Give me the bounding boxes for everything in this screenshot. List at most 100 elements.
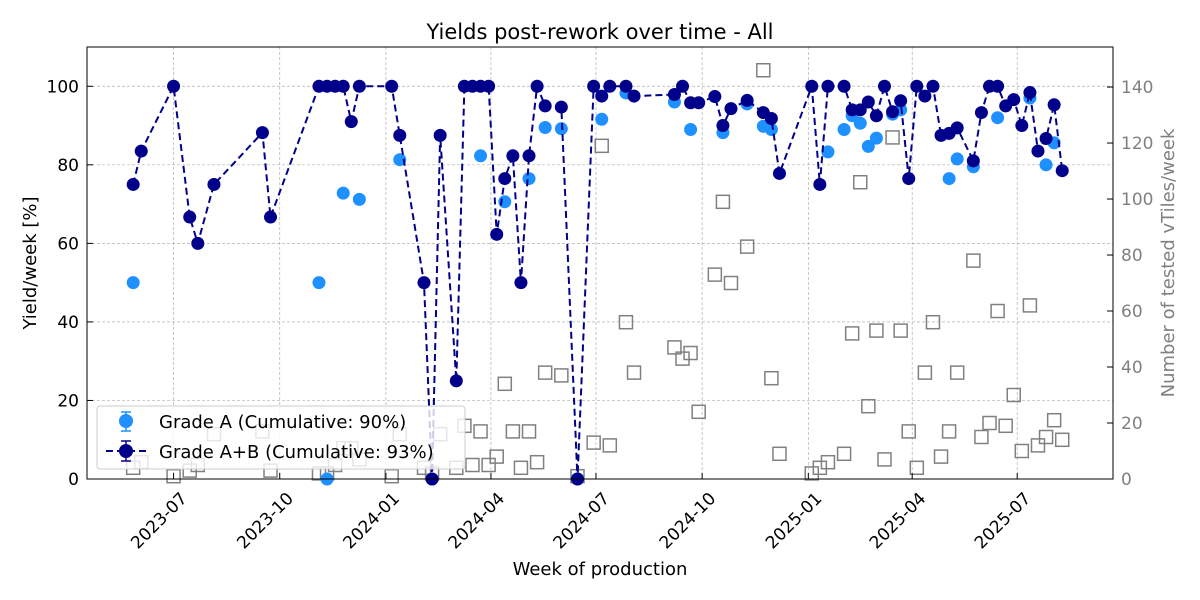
y-right-tick-label: 80 [1121,246,1143,266]
grade-ab-point [918,89,932,103]
legend: Grade A (Cumulative: 90%) Grade A+B (Cum… [96,405,466,470]
tested-count-marker [1022,298,1038,313]
grade-ab-point [344,115,358,129]
tested-count-marker [739,239,755,254]
grade-a-point [595,112,609,126]
grade-ab-point [877,79,891,93]
grade-ab-point [1031,144,1045,158]
x-tick-label: 2024-10 [656,489,720,553]
grade-ab-point [603,79,617,93]
y-right-tick-label: 140 [1121,78,1153,98]
tested-count-marker [982,415,997,431]
grade-ab-point [966,154,980,168]
grade-ab-point [207,177,221,191]
y-tick-label: 80 [57,156,79,176]
grade-ab-point [886,105,900,119]
grade-a-point [474,149,488,163]
x-tick-label: 2025-04 [866,489,930,553]
tested-count-marker [715,194,731,210]
grade-ab-point [1023,86,1037,100]
grade-ab-point [134,144,148,158]
tested-count-marker [481,457,496,473]
chart-title: Yields post-rework over time - All [425,20,773,44]
tested-count-marker [505,424,521,439]
tested-count-marker [1038,429,1054,445]
tested-count-marker [489,449,504,464]
tested-count-marker [626,365,642,380]
grade-ab-point [482,79,496,93]
tested-count-marker [513,460,529,476]
y-right-tick-label: 100 [1121,190,1153,210]
x-tick-label: 2025-07 [971,489,1035,553]
axes: 2023-07 2023-10 2024-01 2024-04 2024-07 2024-… [47,77,1154,553]
grade-ab-point [183,210,197,224]
grade-ab-point [708,89,722,103]
tested-count-marker [723,275,739,291]
tested-count-marker [465,457,480,473]
tested-count-marker [804,466,820,481]
grade-ab-point [910,79,924,93]
y-tick-label: 40 [57,313,79,333]
grade-ab-point [433,128,447,142]
grade-a-point [393,153,407,167]
tested-count-marker [933,449,949,464]
grade-ab-point [490,227,504,241]
grade-ab-point [595,89,609,103]
grade-a-point [352,192,366,206]
tested-count-marker [537,365,553,380]
grade-ab-point [498,172,512,186]
tested-count-marker [691,404,706,420]
grade-ab-point [530,79,544,93]
grade-ab-point [385,79,399,93]
y-right-tick-label: 0 [1121,470,1132,490]
grade-ab-point [772,166,786,180]
tested-count-marker [529,454,545,470]
tested-count-marker [861,398,876,414]
grade-a-point [538,121,552,135]
grade-ab-point [506,149,520,163]
grade-ab-point [417,276,431,290]
grade-ab-point [716,119,730,133]
grade-ab-point [821,79,835,93]
tested-count-marker [893,323,908,338]
grade-a-point [498,195,512,209]
grade-a-point [950,152,964,166]
grade-ab-point [1015,119,1029,133]
grade-ab-point [167,79,181,93]
x-tick-label: 2023-10 [233,489,297,553]
tested-count-marker [909,460,925,476]
grade-ab-point [538,99,552,113]
tested-count-marker [602,438,618,453]
grade-ab-point [255,126,269,140]
tested-count-marker [756,62,771,78]
grade-a-point [312,276,326,290]
tested-count-marker [594,138,609,154]
grade-ab-point [853,103,867,117]
x-tick-label: 2023-07 [127,489,191,553]
tested-count-marker [1054,432,1070,448]
grade-a-point [764,122,778,136]
grade-ab-point [1007,93,1021,107]
grade-ab-point [1039,132,1053,146]
grade-ab-point [393,128,407,142]
tested-count-marker [941,424,957,439]
x-tick-label: 2025-01 [762,489,826,553]
tested-count-marker [966,253,981,268]
tested-count-marker [1046,412,1062,428]
grade-ab-point [740,93,754,107]
grade-a-point [336,186,350,200]
grade-a-point [869,131,883,145]
tested-count-marker [885,130,900,145]
x-tick-label: 2024-07 [550,489,614,553]
grade-ab-point [950,121,964,135]
legend-label-grade-ab: Grade A+B (Cumulative: 93%) [159,442,434,463]
grade-a-point [837,122,851,136]
tested-count-marker [1006,387,1021,403]
y-right-tick-label: 40 [1121,358,1143,378]
grade-ab-point [449,374,463,388]
grade-ab-point [522,149,536,163]
grade-ab-point [191,236,205,250]
y-tick-label: 0 [68,470,79,490]
tested-count-marker [166,468,181,484]
